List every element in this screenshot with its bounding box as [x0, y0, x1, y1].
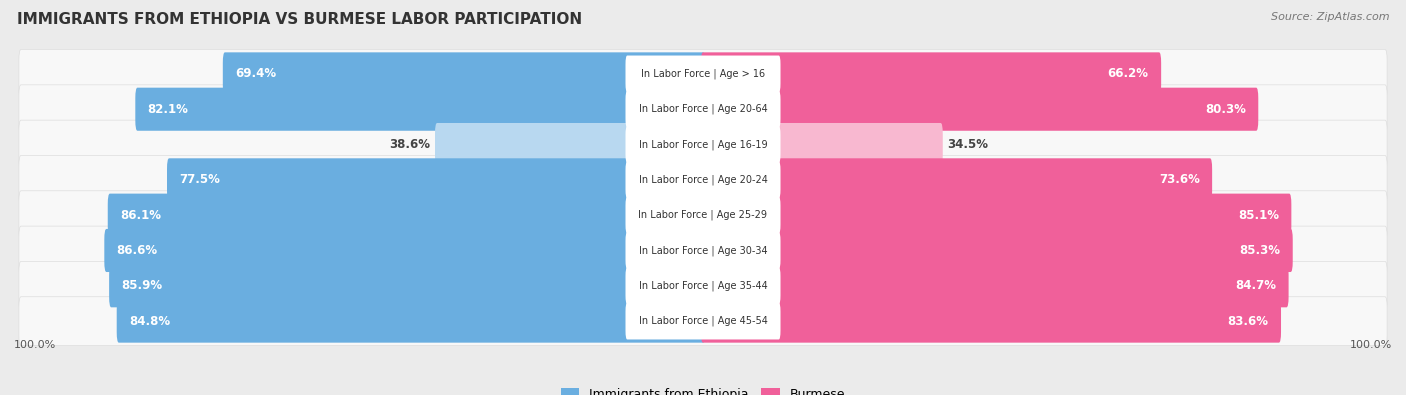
FancyBboxPatch shape: [626, 197, 780, 233]
FancyBboxPatch shape: [222, 53, 704, 96]
FancyBboxPatch shape: [108, 194, 704, 237]
FancyBboxPatch shape: [18, 226, 1388, 275]
FancyBboxPatch shape: [702, 123, 943, 166]
Text: 77.5%: 77.5%: [180, 173, 221, 186]
Text: In Labor Force | Age 30-34: In Labor Force | Age 30-34: [638, 245, 768, 256]
FancyBboxPatch shape: [702, 88, 1258, 131]
FancyBboxPatch shape: [702, 299, 1281, 342]
Text: 80.3%: 80.3%: [1205, 103, 1246, 116]
Text: 34.5%: 34.5%: [948, 138, 988, 151]
FancyBboxPatch shape: [702, 194, 1291, 237]
Text: 38.6%: 38.6%: [389, 138, 430, 151]
Text: 84.8%: 84.8%: [129, 314, 170, 327]
Text: In Labor Force | Age 16-19: In Labor Force | Age 16-19: [638, 139, 768, 150]
FancyBboxPatch shape: [167, 158, 704, 201]
FancyBboxPatch shape: [702, 264, 1289, 307]
FancyBboxPatch shape: [18, 191, 1388, 239]
Text: 100.0%: 100.0%: [1350, 340, 1392, 350]
Text: IMMIGRANTS FROM ETHIOPIA VS BURMESE LABOR PARTICIPATION: IMMIGRANTS FROM ETHIOPIA VS BURMESE LABO…: [17, 12, 582, 27]
Legend: Immigrants from Ethiopia, Burmese: Immigrants from Ethiopia, Burmese: [554, 382, 852, 395]
FancyBboxPatch shape: [135, 88, 704, 131]
Text: In Labor Force | Age 35-44: In Labor Force | Age 35-44: [638, 280, 768, 291]
Text: In Labor Force | Age > 16: In Labor Force | Age > 16: [641, 69, 765, 79]
Text: 83.6%: 83.6%: [1227, 314, 1268, 327]
FancyBboxPatch shape: [18, 49, 1388, 98]
Text: 73.6%: 73.6%: [1159, 173, 1199, 186]
FancyBboxPatch shape: [626, 303, 780, 339]
Text: 84.7%: 84.7%: [1236, 279, 1277, 292]
FancyBboxPatch shape: [626, 267, 780, 304]
FancyBboxPatch shape: [626, 232, 780, 269]
FancyBboxPatch shape: [702, 158, 1212, 201]
FancyBboxPatch shape: [18, 85, 1388, 134]
Text: In Labor Force | Age 20-64: In Labor Force | Age 20-64: [638, 104, 768, 115]
FancyBboxPatch shape: [434, 123, 704, 166]
Text: 86.6%: 86.6%: [117, 244, 157, 257]
FancyBboxPatch shape: [626, 91, 780, 128]
FancyBboxPatch shape: [18, 297, 1388, 346]
FancyBboxPatch shape: [18, 261, 1388, 310]
FancyBboxPatch shape: [702, 53, 1161, 96]
Text: 82.1%: 82.1%: [148, 103, 188, 116]
FancyBboxPatch shape: [626, 162, 780, 198]
Text: 85.9%: 85.9%: [121, 279, 163, 292]
FancyBboxPatch shape: [110, 264, 704, 307]
Text: Source: ZipAtlas.com: Source: ZipAtlas.com: [1271, 12, 1389, 22]
FancyBboxPatch shape: [18, 120, 1388, 169]
FancyBboxPatch shape: [117, 299, 704, 342]
Text: 100.0%: 100.0%: [14, 340, 56, 350]
Text: 86.1%: 86.1%: [120, 209, 162, 222]
Text: 85.3%: 85.3%: [1239, 244, 1281, 257]
Text: 66.2%: 66.2%: [1108, 68, 1149, 81]
Text: In Labor Force | Age 45-54: In Labor Force | Age 45-54: [638, 316, 768, 326]
FancyBboxPatch shape: [626, 126, 780, 163]
Text: 85.1%: 85.1%: [1237, 209, 1279, 222]
FancyBboxPatch shape: [104, 229, 704, 272]
FancyBboxPatch shape: [702, 229, 1292, 272]
FancyBboxPatch shape: [626, 56, 780, 92]
Text: 69.4%: 69.4%: [235, 68, 277, 81]
Text: In Labor Force | Age 25-29: In Labor Force | Age 25-29: [638, 210, 768, 220]
FancyBboxPatch shape: [18, 156, 1388, 204]
Text: In Labor Force | Age 20-24: In Labor Force | Age 20-24: [638, 175, 768, 185]
